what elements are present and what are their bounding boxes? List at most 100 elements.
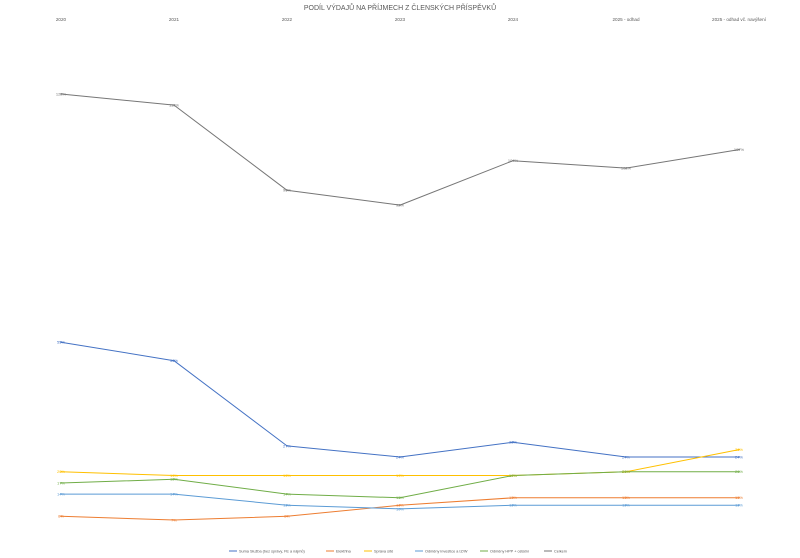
category-label: 2021 — [169, 17, 180, 22]
data-point — [173, 104, 175, 106]
legend-item: Odměny investice a IZ/W — [425, 549, 468, 553]
data-point — [173, 478, 175, 481]
data-label: 13% — [735, 495, 743, 500]
data-point — [512, 159, 514, 162]
data-point — [60, 515, 62, 518]
series-line — [60, 341, 739, 458]
data-label: 19% — [170, 473, 178, 478]
data-label: 20% — [57, 469, 65, 474]
data-point — [625, 496, 627, 499]
data-labels: 55% 50% 27% 24% 28% 24% 24% 8% 7% 8% 11% 13% 13% 13% 2… — [56, 91, 745, 522]
data-label: 20% — [622, 469, 630, 474]
data-point — [286, 189, 288, 192]
data-label: 11% — [735, 503, 743, 508]
data-point — [173, 474, 175, 477]
category-label: 2024 — [508, 17, 519, 22]
data-point — [286, 493, 288, 495]
data-point — [738, 148, 740, 151]
data-point — [173, 493, 175, 495]
data-label: 119% — [169, 103, 179, 108]
data-label: 19% — [396, 473, 404, 478]
legend-item: Suma Služba (bez správy, FE a nájmů) — [239, 549, 306, 553]
data-point — [286, 445, 288, 447]
data-point — [60, 482, 62, 484]
category-label: 2022 — [282, 17, 293, 22]
data-label: 27% — [283, 443, 291, 448]
data-point — [173, 359, 175, 362]
data-point — [738, 456, 740, 458]
series-lines — [60, 93, 740, 521]
data-point — [738, 504, 740, 506]
data-point — [399, 474, 401, 477]
data-point — [399, 508, 401, 510]
category-labels: 2020 2021 2022 2023 2024 2025 - odhad 2025 - o… — [56, 17, 767, 22]
data-point — [399, 496, 401, 499]
data-label: 92% — [396, 203, 404, 208]
legend-item: Správa sítě — [374, 549, 393, 553]
data-point — [625, 456, 627, 458]
legend-item: Celkem — [554, 549, 567, 553]
series-line — [60, 93, 740, 206]
data-label: 11% — [509, 503, 517, 508]
data-label: 8% — [58, 514, 64, 519]
data-label: 122% — [56, 91, 67, 96]
category-label: 2020 — [56, 17, 67, 22]
data-label: 8% — [284, 514, 290, 519]
data-point — [738, 496, 740, 499]
data-label: 13% — [622, 495, 630, 500]
data-label: 28% — [509, 440, 517, 445]
data-label: 14% — [57, 491, 65, 496]
data-point — [399, 504, 401, 506]
data-point — [60, 93, 62, 95]
data-label: 10% — [396, 506, 404, 511]
data-point — [512, 441, 514, 444]
data-label: 7% — [171, 517, 177, 522]
data-point — [60, 471, 62, 473]
legend-item: Elektřina — [336, 549, 352, 553]
data-point — [625, 167, 627, 169]
data-label: 104% — [508, 158, 519, 163]
data-label: 13% — [509, 495, 517, 500]
data-label: 11% — [622, 503, 630, 508]
legend-item: Odměny HPP + ostatní — [490, 549, 530, 553]
data-label: 13% — [396, 495, 404, 500]
data-point — [512, 504, 514, 506]
data-label: 20% — [622, 469, 630, 474]
data-point — [399, 204, 401, 206]
data-label: 24% — [622, 454, 630, 459]
category-label: 2023 — [395, 17, 406, 22]
data-point — [286, 474, 288, 477]
data-point — [286, 515, 288, 518]
data-point — [60, 341, 62, 343]
category-label: 2025 - odhad — [612, 17, 640, 22]
data-label: 102% — [621, 165, 632, 170]
data-point — [738, 448, 740, 451]
data-label: 14% — [170, 491, 178, 496]
data-label: 19% — [509, 473, 517, 478]
data-label: 17% — [57, 480, 65, 485]
data-point — [625, 504, 627, 506]
data-point — [512, 474, 514, 477]
data-label: 19% — [283, 473, 291, 478]
data-label: 107% — [734, 147, 745, 152]
data-label: 26% — [735, 447, 743, 452]
data-label: 20% — [735, 469, 743, 474]
data-label: 19% — [509, 473, 517, 478]
data-label: 18% — [170, 477, 178, 482]
data-point — [512, 496, 514, 499]
data-label: 11% — [283, 503, 291, 508]
data-point — [738, 471, 740, 473]
data-point — [286, 504, 288, 506]
data-point — [60, 493, 62, 495]
data-point — [399, 456, 401, 458]
legend: Suma Služba (bez správy, FE a nájmů) Elek… — [229, 549, 567, 553]
data-label: 55% — [57, 340, 65, 345]
data-label: 24% — [396, 454, 404, 459]
data-point — [173, 519, 175, 521]
data-label: 50% — [170, 358, 178, 363]
data-label: 11% — [396, 503, 404, 508]
data-label: 14% — [283, 491, 291, 496]
data-label: 24% — [735, 454, 743, 459]
chart-title: PODÍL VÝDAJŮ NA PŘÍJMECH Z ČLENSKÝCH PŘÍ… — [304, 3, 496, 12]
